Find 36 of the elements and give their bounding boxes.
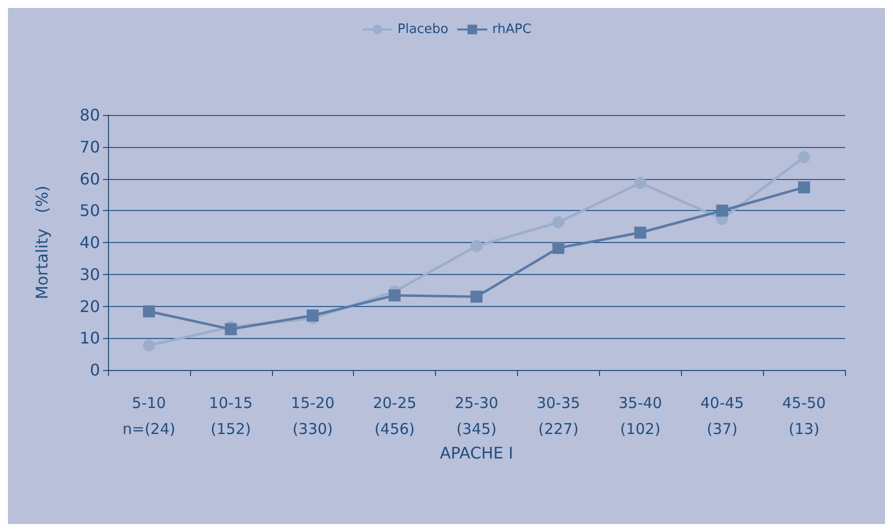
x-tick-label: 25-30 (345) <box>454 394 498 438</box>
x-tick-label: 5-10 n=(24) <box>122 394 176 438</box>
x-tick-label: 30-35 (227) <box>536 394 580 438</box>
point <box>388 289 401 302</box>
point <box>470 240 482 252</box>
point <box>224 323 237 336</box>
y-tick-label: 20 <box>80 296 100 316</box>
x-axis-title: APACHE I <box>440 444 514 462</box>
y-tick-label: 80 <box>80 106 100 124</box>
point <box>470 290 482 303</box>
x-tick-label: 45-50 (13) <box>782 394 826 438</box>
x-tick-label: 20-25 (456) <box>372 394 416 438</box>
y-axis-title: Mortality (%) <box>32 186 52 300</box>
x-tick-label: 35-40 (102) <box>618 394 662 438</box>
legend-label: rhAPC <box>492 22 532 37</box>
point <box>552 242 564 254</box>
point <box>142 305 155 318</box>
y-tick-label: 50 <box>80 201 100 220</box>
point <box>798 181 810 194</box>
x-tick-label: 40-45 (37) <box>700 394 744 438</box>
point <box>634 226 646 239</box>
y-tick-label: 40 <box>80 233 100 252</box>
point <box>634 176 646 189</box>
point <box>306 309 319 322</box>
point <box>798 151 810 164</box>
point <box>716 204 728 217</box>
point <box>142 339 155 352</box>
y-tick-label: 70 <box>80 137 100 156</box>
point <box>552 216 564 228</box>
x-tick-label: 10-15 (152) <box>209 394 253 438</box>
y-tick-label: 60 <box>80 169 100 188</box>
legend-label: Placebo <box>398 22 448 37</box>
y-tick-label: 10 <box>80 328 100 348</box>
x-tick-label: 15-20 (330) <box>290 394 335 438</box>
y-tick-label: 0 <box>90 360 100 380</box>
y-tick-label: 30 <box>80 264 100 284</box>
